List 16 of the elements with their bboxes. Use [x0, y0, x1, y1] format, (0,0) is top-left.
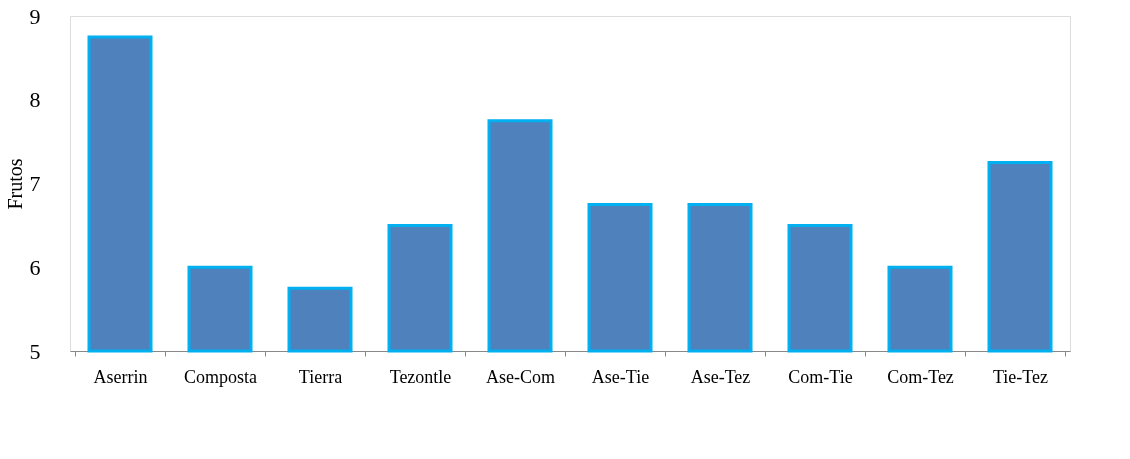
- y-tick-label: 9: [29, 3, 41, 29]
- x-tick-label: Ase-Com: [486, 366, 555, 387]
- x-tick-label: Com-Tez: [887, 366, 954, 387]
- x-tick-label: Tierra: [298, 366, 343, 387]
- y-tick-label: 5: [29, 338, 41, 364]
- x-tick-label: Tezontle: [389, 366, 452, 387]
- x-tick-label: Com-Tie: [788, 366, 853, 387]
- y-axis-title: Frutos: [3, 158, 26, 210]
- y-tick-label: 8: [29, 87, 41, 113]
- y-tick-label: 6: [29, 254, 41, 280]
- x-tick-label: Tie-Tez: [992, 366, 1049, 387]
- x-tick-label: Ase-Tez: [690, 366, 751, 387]
- x-tick-label: Ase-Tie: [591, 366, 650, 387]
- x-tick-label: Composta: [183, 366, 258, 387]
- y-tick-label: 7: [29, 171, 41, 196]
- x-tick-label: Aserrin: [93, 366, 148, 387]
